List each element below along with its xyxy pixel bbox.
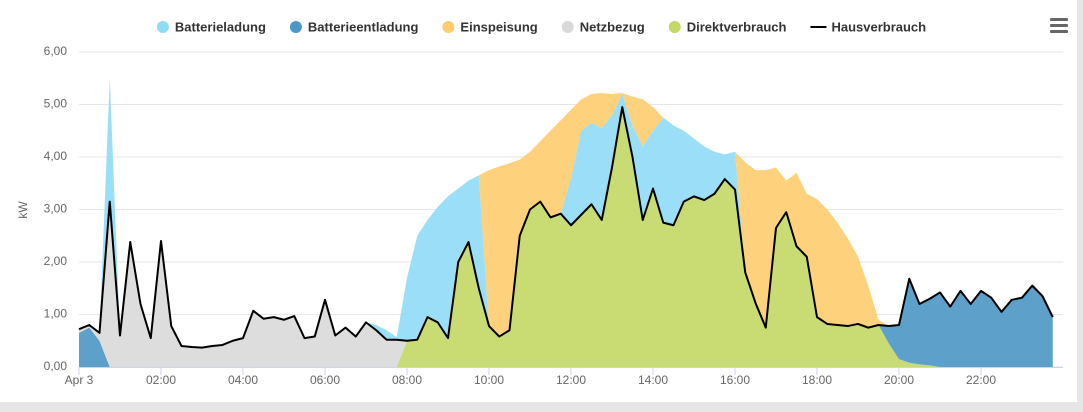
area bbox=[79, 107, 1053, 367]
x-tick-label: Apr 3 bbox=[65, 373, 94, 387]
right-border bbox=[1077, 0, 1083, 412]
menu-icon[interactable] bbox=[1050, 18, 1068, 33]
legend-label: Einspeisung bbox=[460, 19, 537, 34]
menu-bar[interactable] bbox=[1050, 30, 1068, 33]
area bbox=[79, 107, 1053, 367]
legend-marker bbox=[289, 21, 302, 33]
legend-marker bbox=[156, 21, 169, 33]
bottom-border bbox=[0, 402, 1083, 412]
y-tick-label: 5,00 bbox=[44, 97, 68, 111]
x-tick-label: 04:00 bbox=[228, 373, 258, 387]
x-tick-label: 22:00 bbox=[966, 373, 996, 387]
legend-marker bbox=[668, 21, 681, 33]
menu-bar[interactable] bbox=[1050, 18, 1068, 21]
legend-marker bbox=[561, 21, 574, 33]
x-tick-label: 18:00 bbox=[802, 373, 832, 387]
line bbox=[78, 106, 1054, 349]
x-tick-label: 08:00 bbox=[392, 373, 422, 387]
menu-bar[interactable] bbox=[1050, 24, 1068, 27]
legend-label: Netzbezug bbox=[580, 19, 645, 34]
x-tick-label: 12:00 bbox=[556, 373, 586, 387]
area bbox=[79, 78, 1053, 348]
x-tick-label: 16:00 bbox=[720, 373, 750, 387]
x-tick-label: 06:00 bbox=[310, 373, 340, 387]
x-tick-label: 10:00 bbox=[474, 373, 504, 387]
x-tick-label: 02:00 bbox=[146, 373, 176, 387]
area bbox=[79, 78, 1053, 348]
y-tick-label: 3,00 bbox=[44, 202, 68, 216]
legend-label: Direktverbrauch bbox=[687, 19, 787, 34]
legend-label: Batterieentladung bbox=[308, 19, 419, 34]
y-tick-label: 4,00 bbox=[44, 149, 68, 163]
legend-label: Batterieladung bbox=[175, 19, 266, 34]
x-tick-label: 20:00 bbox=[884, 373, 914, 387]
x-tick-label: 14:00 bbox=[638, 373, 668, 387]
legend: Batterieladung Batterieentladung Einspeisu… bbox=[156, 19, 926, 34]
y-tick-label: 2,00 bbox=[44, 254, 68, 268]
y-tick-label: 0,00 bbox=[44, 359, 68, 373]
legend-marker bbox=[442, 21, 455, 33]
legend-label: Hausverbrauch bbox=[831, 19, 926, 34]
y-tick-label: 1,00 bbox=[44, 307, 68, 321]
area bbox=[79, 107, 1053, 367]
y-tick-label: 6,00 bbox=[44, 44, 68, 58]
y-axis-label: kW bbox=[16, 201, 30, 219]
